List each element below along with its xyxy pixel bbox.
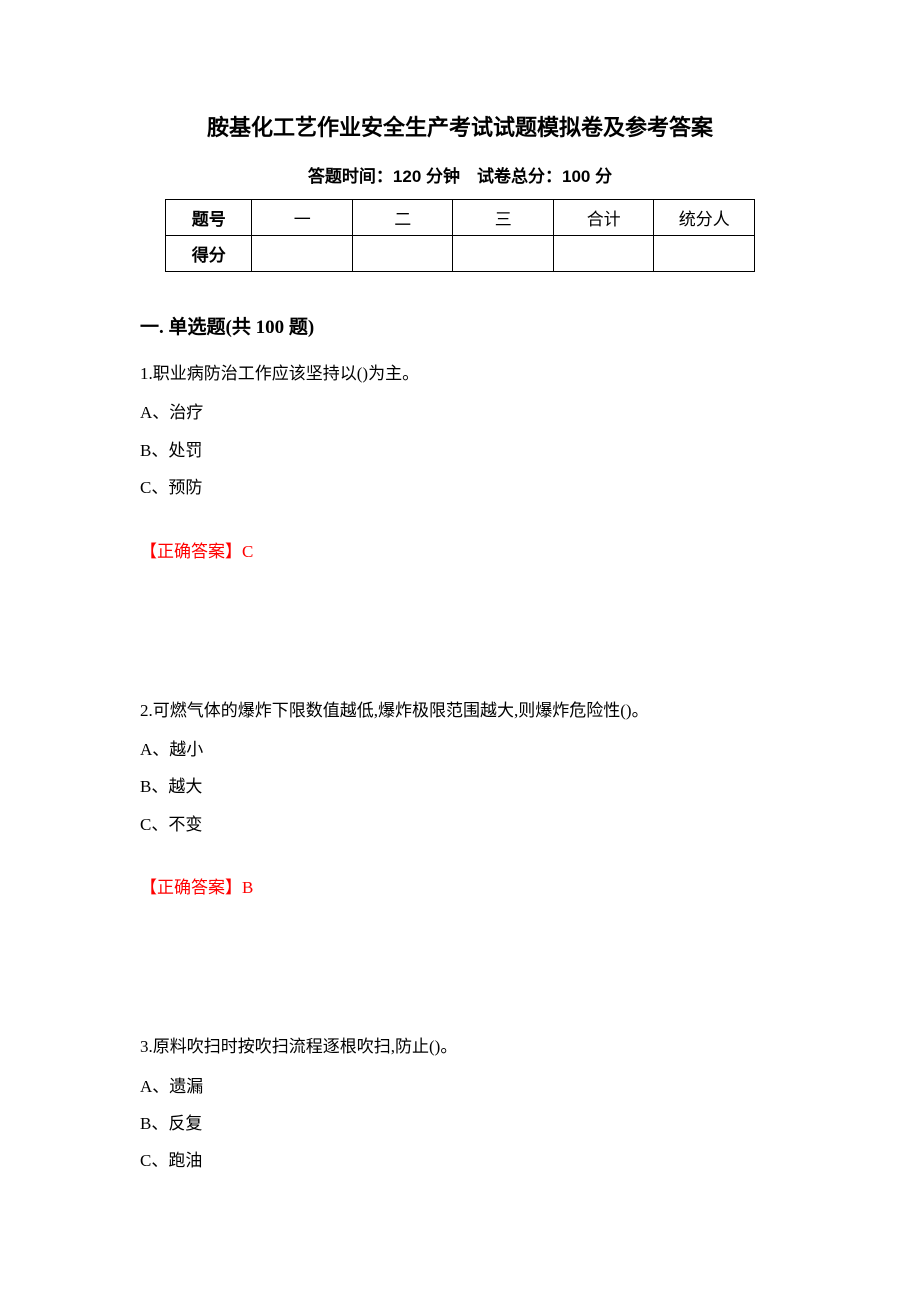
score-table-header: 统分人 (654, 200, 755, 236)
score-table-header: 合计 (553, 200, 654, 236)
score-table-cell (453, 236, 554, 272)
section-heading: 一. 单选题(共 100 题) (140, 312, 780, 339)
score-table-score-row: 得分 (166, 236, 755, 272)
answer-letter: C (242, 542, 253, 561)
question-option: B、处罚 (140, 432, 780, 469)
question-text: 2.可燃气体的爆炸下限数值越低,爆炸极限范围越大,则爆炸危险性()。 (140, 692, 780, 729)
exam-subtitle: 答题时间：120 分钟 试卷总分：100 分 (140, 162, 780, 187)
score-table-cell (654, 236, 755, 272)
question-option: A、越小 (140, 731, 780, 768)
question-block: 2.可燃气体的爆炸下限数值越低,爆炸极限范围越大,则爆炸危险性()。 A、越小 … (140, 692, 780, 899)
question-option: A、遗漏 (140, 1068, 780, 1105)
score-table-cell (553, 236, 654, 272)
question-text: 1.职业病防治工作应该坚持以()为主。 (140, 355, 780, 392)
answer-label: 【正确答案】 (140, 878, 242, 897)
score-table-cell (252, 236, 353, 272)
question-option: C、跑油 (140, 1142, 780, 1179)
question-option: C、不变 (140, 806, 780, 843)
answer-line: 【正确答案】B (140, 873, 780, 898)
question-text: 3.原料吹扫时按吹扫流程逐根吹扫,防止()。 (140, 1028, 780, 1065)
answer-label: 【正确答案】 (140, 542, 242, 561)
question-option: A、治疗 (140, 394, 780, 431)
score-table-header: 一 (252, 200, 353, 236)
score-table-header: 三 (453, 200, 554, 236)
exam-title: 胺基化工艺作业安全生产考试试题模拟卷及参考答案 (140, 110, 780, 142)
answer-letter: B (242, 878, 253, 897)
score-table-header-row: 题号 一 二 三 合计 统分人 (166, 200, 755, 236)
score-table-header: 二 (352, 200, 453, 236)
answer-line: 【正确答案】C (140, 537, 780, 562)
score-table-label: 得分 (166, 236, 252, 272)
question-option: C、预防 (140, 469, 780, 506)
question-block: 1.职业病防治工作应该坚持以()为主。 A、治疗 B、处罚 C、预防 【正确答案… (140, 355, 780, 562)
score-table-label: 题号 (166, 200, 252, 236)
question-block: 3.原料吹扫时按吹扫流程逐根吹扫,防止()。 A、遗漏 B、反复 C、跑油 (140, 1028, 780, 1180)
question-option: B、越大 (140, 768, 780, 805)
score-table-cell (352, 236, 453, 272)
question-option: B、反复 (140, 1105, 780, 1142)
score-table: 题号 一 二 三 合计 统分人 得分 (165, 199, 755, 272)
